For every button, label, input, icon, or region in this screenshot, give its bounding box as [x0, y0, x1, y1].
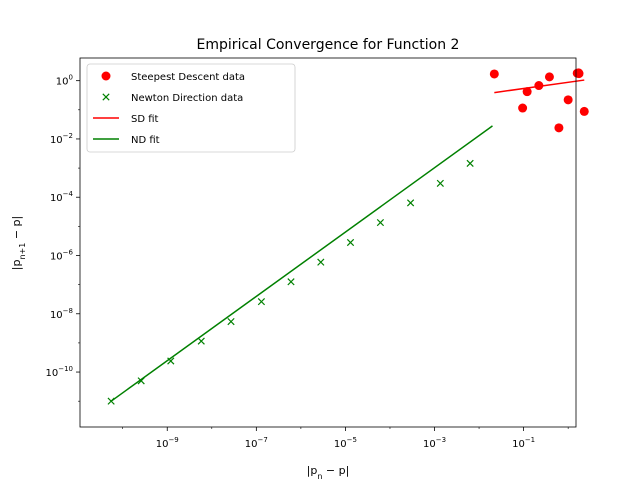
x-tick-label-base: 10: [156, 439, 169, 450]
x-tick-label-exponent: −9: [168, 436, 178, 444]
y-tick-label: 10−4: [50, 190, 74, 204]
y-tick-label-base: 10: [56, 77, 69, 88]
sd-data-point: [522, 87, 532, 97]
legend-nd-marker: [102, 93, 110, 101]
x-tick-label-base: 10: [334, 439, 347, 450]
x-tick-label: 10−7: [245, 436, 268, 450]
y-tick-label: 10−8: [50, 307, 73, 321]
y-tick-label-base: 10: [50, 310, 63, 321]
nd-data-point: [167, 357, 175, 365]
sd-data-point: [518, 103, 528, 113]
x-axis: 10−9 10−7 10−5 10−3 10−1: [122, 427, 569, 450]
x-axis-label: |pn − p|: [307, 464, 350, 480]
y-tick-label-exponent: 0: [69, 74, 73, 82]
sd-data-point: [544, 72, 554, 82]
sd-data-point: [534, 81, 544, 91]
nd-data-point: [257, 298, 266, 306]
x-tick-label-exponent: −3: [436, 436, 446, 444]
legend-sd-marker: [101, 71, 111, 81]
sd-data-point: [554, 123, 564, 133]
y-tick-label-exponent: −4: [63, 190, 74, 198]
y-tick-label: 10−10: [45, 365, 73, 379]
x-tick-label-base: 10: [512, 439, 525, 450]
x-tick-label-base: 10: [245, 439, 258, 450]
nd-data-point: [197, 337, 205, 345]
plot-area: [107, 68, 589, 405]
y-tick-label-exponent: −8: [63, 307, 73, 315]
legend-label: Newton Direction data: [131, 93, 243, 104]
legend-label: Steepest Descent data: [131, 72, 245, 83]
x-tick-label: 10−1: [512, 436, 535, 450]
sd-data-point: [574, 69, 584, 79]
chart-title: Empirical Convergence for Function 2: [197, 37, 460, 53]
y-tick-label-base: 10: [45, 368, 58, 379]
y-tick-label-base: 10: [50, 251, 63, 262]
nd-data-point: [466, 159, 474, 168]
y-tick-label: 10−6: [50, 248, 74, 262]
nd-data-point: [436, 179, 444, 187]
x-tick-label-exponent: −1: [525, 436, 535, 444]
sd-data-point: [579, 106, 589, 116]
nd-data-point: [107, 397, 115, 405]
y-tick-label: 10−2: [50, 132, 73, 146]
y-tick-label-base: 10: [50, 135, 63, 146]
y-tick-label-exponent: −10: [58, 365, 73, 373]
nd-fit-line: [110, 125, 493, 402]
nd-data-point: [376, 218, 385, 227]
nd-data-point: [287, 278, 295, 286]
x-tick-label-exponent: −7: [258, 436, 268, 444]
y-tick-label-base: 10: [50, 193, 63, 204]
sd-data-point: [489, 69, 499, 79]
x-tick-label: 10−9: [156, 436, 179, 450]
legend-label: SD fit: [131, 114, 159, 125]
legend: Steepest Descent data Newton Direction da…: [86, 63, 296, 153]
x-tick-label: 10−5: [334, 436, 357, 450]
nd-data-point: [137, 377, 145, 385]
nd-data-point: [406, 199, 415, 207]
x-tick-label-exponent: −5: [347, 436, 357, 444]
nd-data-point: [346, 238, 355, 247]
legend-label: ND fit: [131, 135, 160, 146]
y-tick-label-exponent: −2: [63, 132, 73, 140]
y-tick-label-exponent: −6: [63, 248, 74, 256]
nd-data-point: [317, 258, 325, 266]
nd-data-point: [227, 317, 235, 326]
y-tick-label: 100: [56, 74, 73, 88]
plot-frame: [79, 57, 577, 428]
x-tick-label-base: 10: [423, 439, 436, 450]
legend-box: [86, 63, 296, 153]
sd-data-point: [563, 95, 573, 105]
x-tick-label: 10−3: [423, 436, 446, 450]
